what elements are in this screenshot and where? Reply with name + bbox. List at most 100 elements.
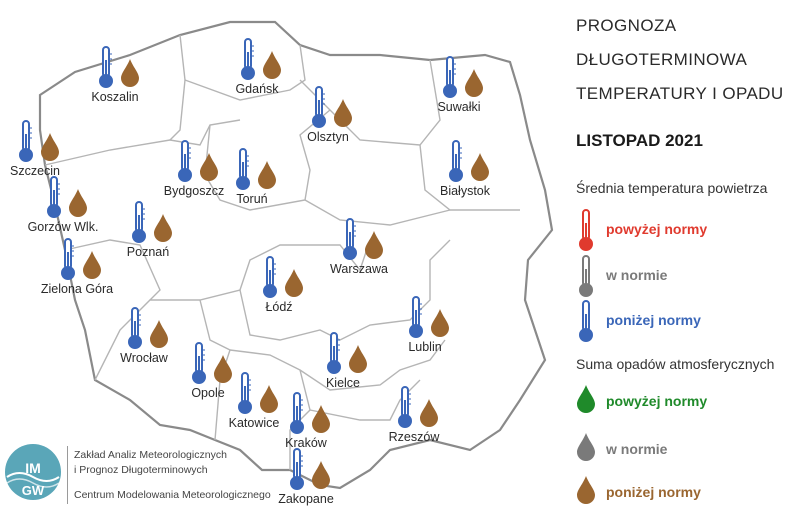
city-name: Bydgoszcz [163,184,225,198]
city-marker-suwałki: Suwałki [414,56,504,126]
city-name: Białystok [439,184,491,198]
logo-divider [67,446,68,504]
thermometer-icon [327,332,341,374]
city-name: Katowice [228,416,280,430]
drop-icon [121,59,139,87]
city-name: Gdańsk [235,82,279,96]
city-marker-poznań: Poznań [103,201,193,271]
org-line-2: i Prognoz Długoterminowych [74,464,208,476]
drop-icon [69,189,87,217]
drop-icon [577,476,595,504]
city-marker-zakopane: Zakopane [261,448,351,518]
drop-icon [83,251,101,279]
city-name: Łódź [265,300,293,314]
thermometer-icon [61,238,75,280]
city-marker-wrocław: Wrocław [99,307,189,377]
city-name: Gorzów Wlk. [27,220,99,234]
precipitation-above-label: powyżej normy [606,393,708,409]
thermometer-icon [128,307,142,349]
city-marker-opole: Opole [163,342,253,412]
city-marker-szczecin: Szczecin [0,120,80,190]
thermometer-icon [99,46,113,88]
precipitation-below-label: poniżej normy [606,484,701,500]
city-name: Zakopane [278,492,334,506]
drop-icon [577,385,595,413]
temperature-legend-heading: Średnia temperatura powietrza [576,180,768,196]
thermometer-icon [312,86,326,128]
title-line-2: DŁUGOTERMINOWA [576,50,748,69]
city-name: Kielce [325,376,361,390]
city-marker-gdańsk: Gdańsk [212,38,302,108]
city-marker-białystok: Białystok [420,140,510,210]
temperature-above-label: powyżej normy [606,221,708,237]
city-name: Suwałki [437,100,481,114]
title-line-1: PROGNOZA [576,16,677,35]
drop-icon [312,461,330,489]
drop-icon [285,269,303,297]
city-marker-gorzów-wlk-: Gorzów Wlk. [18,176,108,246]
city-marker-rzeszów: Rzeszów [369,386,459,456]
city-name: Toruń [236,192,268,206]
city-name: Zielona Góra [40,282,114,296]
city-marker-kielce: Kielce [298,332,388,402]
drop-icon [577,433,595,461]
thermometer-icon [19,120,33,162]
drop-icon [349,345,367,373]
thermometer-icon [290,448,304,490]
drop-icon [263,51,281,79]
org-line-1: Zakład Analiz Meteorologicznych [74,449,227,461]
thermometer-icon [178,140,192,182]
drop-icon [260,385,278,413]
imgw-logo: IM GW [5,444,61,500]
city-name: Kraków [285,436,327,450]
drop-icon [41,133,59,161]
thermometer-icon [236,148,250,190]
thermometer-icon [132,201,146,243]
forecast-period: LISTOPAD 2021 [576,131,703,150]
city-name: Olsztyn [307,130,349,144]
drop-icon [334,99,352,127]
poland-outline [38,20,554,490]
thermometer-icon [409,296,423,338]
poland-map [38,20,554,490]
drop-icon [200,153,218,181]
precipitation-normal-label: w normie [606,441,668,457]
thermometer-icon [449,140,463,182]
drop-icon [150,320,168,348]
drop-icon [365,231,383,259]
temperature-normal-label: w normie [606,267,668,283]
city-marker-warszawa: Warszawa [314,218,404,288]
thermometer-icon [579,209,593,251]
city-name: Lublin [408,340,442,354]
thermometer-icon [241,38,255,80]
drop-icon [214,355,232,383]
thermometer-icon [47,176,61,218]
city-marker-zielona-góra: Zielona Góra [32,238,122,308]
svg-text:IM: IM [25,460,41,476]
thermometer-icon [192,342,206,384]
thermometer-icon [443,56,457,98]
city-name: Warszawa [330,262,388,276]
city-marker-toruń: Toruń [207,148,297,218]
city-marker-katowice: Katowice [209,372,299,442]
svg-text:GW: GW [22,483,45,498]
title-line-3: TEMPERATURY I OPADU [576,84,784,103]
drop-icon [420,399,438,427]
thermometer-icon [238,372,252,414]
city-name: Rzeszów [388,430,440,444]
city-name: Wrocław [120,351,168,365]
drop-icon [465,69,483,97]
city-name: Koszalin [91,90,139,104]
thermometer-icon [579,255,593,297]
city-marker-bydgoszcz: Bydgoszcz [149,140,239,210]
thermometer-icon [398,386,412,428]
thermometer-icon [579,300,593,342]
thermometer-icon [343,218,357,260]
temperature-below-label: poniżej normy [606,312,701,328]
precipitation-legend-heading: Suma opadów atmosferycznych [576,356,775,372]
drop-icon [258,161,276,189]
drop-icon [312,405,330,433]
city-marker-kraków: Kraków [261,392,351,462]
drop-icon [431,309,449,337]
city-marker-koszalin: Koszalin [70,46,160,116]
